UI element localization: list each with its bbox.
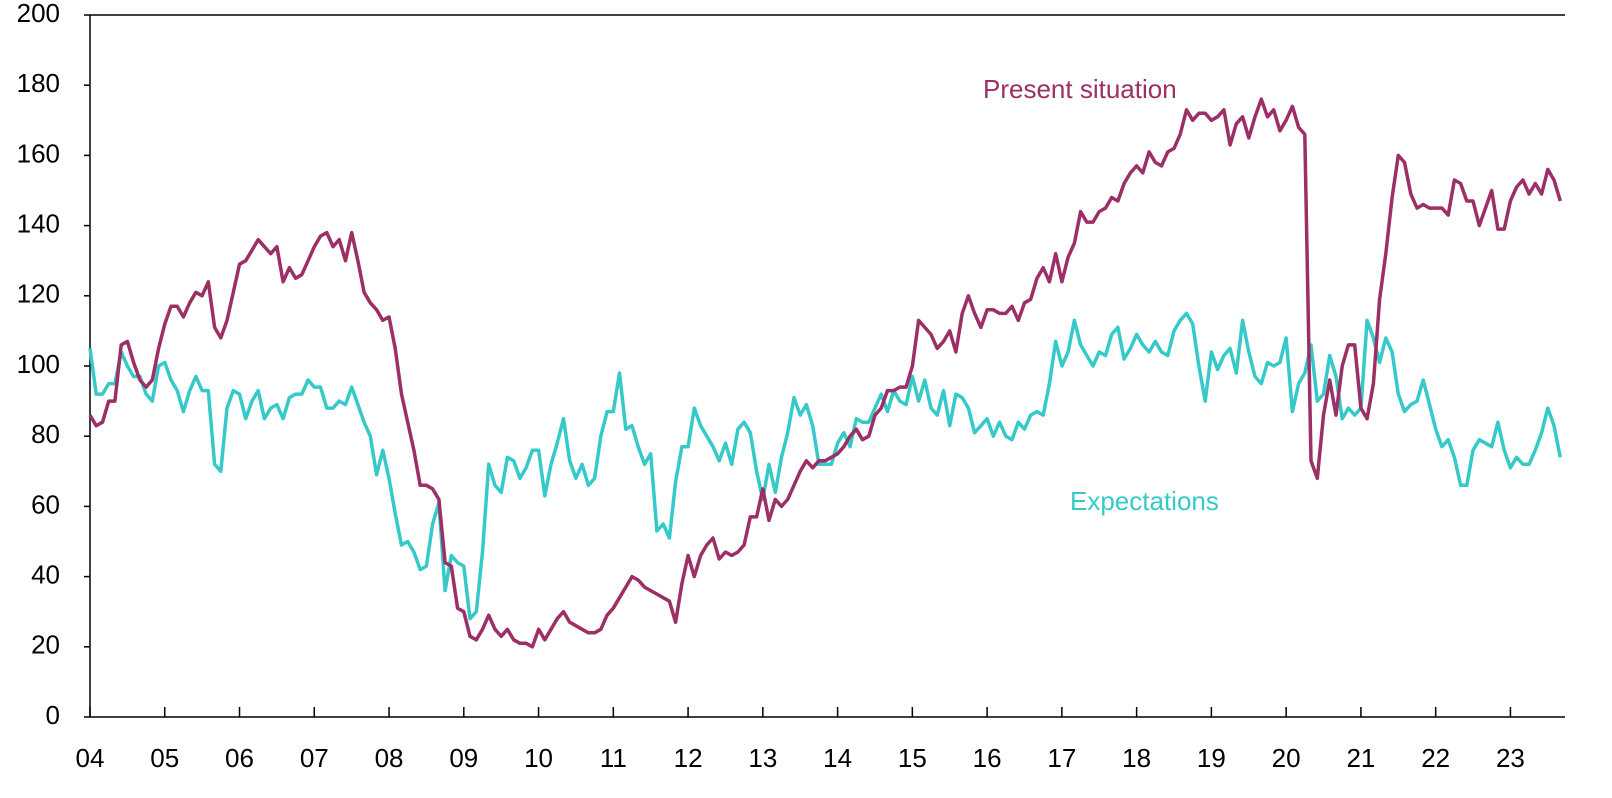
x-tick-label: 08 bbox=[375, 743, 404, 773]
x-tick-label: 05 bbox=[150, 743, 179, 773]
x-tick-label: 18 bbox=[1122, 743, 1151, 773]
y-tick-label: 80 bbox=[31, 419, 60, 449]
series-line bbox=[88, 311, 1563, 621]
y-tick-label: 100 bbox=[17, 349, 60, 379]
x-tick-label: 13 bbox=[748, 743, 777, 773]
y-tick-label: 120 bbox=[17, 279, 60, 309]
x-tick-label: 11 bbox=[600, 743, 627, 773]
y-tick-label: 200 bbox=[17, 0, 60, 28]
x-tick-label: 12 bbox=[674, 743, 703, 773]
x-tick-label: 07 bbox=[300, 743, 329, 773]
x-tick-label: 04 bbox=[76, 743, 105, 773]
x-tick-label: 22 bbox=[1421, 743, 1450, 773]
x-tick-label: 09 bbox=[449, 743, 478, 773]
y-tick-label: 20 bbox=[31, 630, 60, 660]
x-tick-label: 19 bbox=[1197, 743, 1226, 773]
x-tick-label: 17 bbox=[1047, 743, 1076, 773]
series-line bbox=[88, 97, 1562, 649]
y-tick-label: 40 bbox=[31, 559, 60, 589]
annotation: Expectations bbox=[1070, 486, 1219, 516]
x-tick-label: 06 bbox=[225, 743, 254, 773]
y-tick-label: 0 bbox=[46, 700, 60, 730]
x-tick-label: 21 bbox=[1346, 743, 1375, 773]
x-tick-label: 10 bbox=[524, 743, 553, 773]
y-tick-label: 60 bbox=[31, 489, 60, 519]
annotation: Present situation bbox=[983, 74, 1177, 104]
x-tick-label: 20 bbox=[1272, 743, 1301, 773]
y-tick-label: 180 bbox=[17, 68, 60, 98]
x-tick-label: 14 bbox=[823, 743, 852, 773]
x-tick-label: 16 bbox=[973, 743, 1002, 773]
x-tick-label: 15 bbox=[898, 743, 927, 773]
y-tick-label: 140 bbox=[17, 208, 60, 238]
y-tick-label: 160 bbox=[17, 138, 60, 168]
x-tick-label: 23 bbox=[1496, 743, 1525, 773]
